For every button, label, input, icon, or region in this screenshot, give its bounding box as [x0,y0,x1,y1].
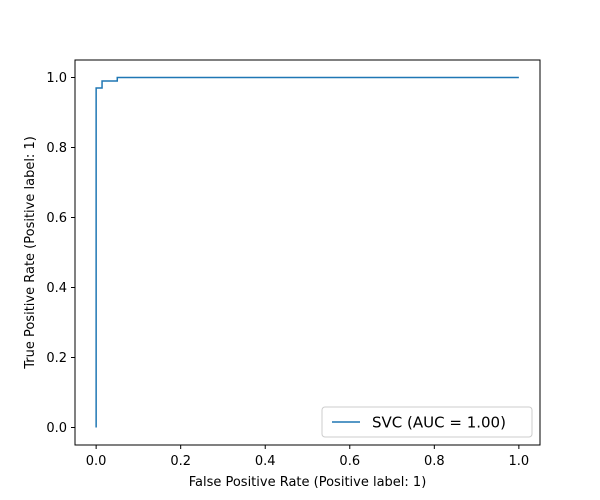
legend-entry-label: SVC (AUC = 1.00) [372,414,506,432]
y-tick-label: 1.0 [46,71,67,86]
y-tick-label: 0.0 [46,421,67,436]
x-tick-label: 1.0 [509,454,530,469]
legend-box [321,406,533,438]
x-tick-label: 0.6 [339,454,360,469]
plot-area [74,59,541,446]
y-axis-label: True Positive Rate (Positive label: 1) [23,136,38,370]
y-tick-label: 0.2 [46,351,67,366]
x-tick-label: 0.2 [170,454,191,469]
x-axis-label: False Positive Rate (Positive label: 1) [189,475,427,490]
axis-ticks: 0.0 0.2 0.4 0.6 0.8 1.0 0.0 0.2 0.4 0.6 0.8 1.0 [46,71,529,469]
y-tick-label: 0.8 [46,141,67,156]
roc-curve-line [95,76,519,428]
x-tick-label: 0.0 [86,454,107,469]
x-tick-label: 0.4 [255,454,276,469]
y-tick-label: 0.6 [46,211,67,226]
legend: SVC (AUC = 1.00) [321,406,533,438]
axes-frame [74,59,541,446]
x-tick-label: 0.8 [424,454,445,469]
y-tick-label: 0.4 [46,281,67,296]
